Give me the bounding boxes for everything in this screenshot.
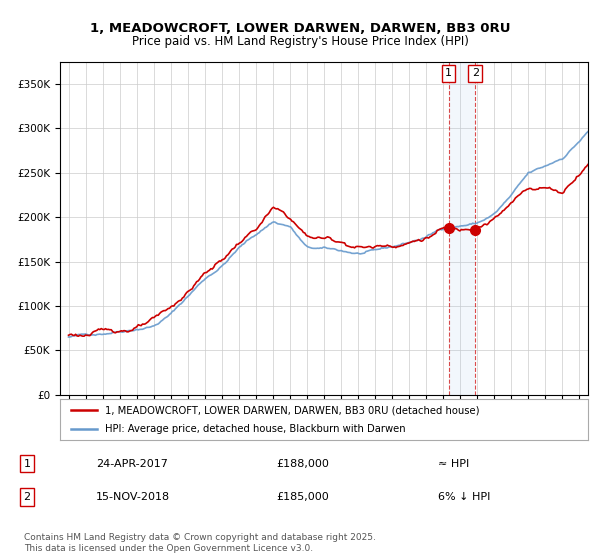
Text: 15-NOV-2018: 15-NOV-2018 [96, 492, 170, 502]
Text: 1: 1 [445, 68, 452, 78]
Text: ≈ HPI: ≈ HPI [438, 459, 469, 469]
Text: 2: 2 [472, 68, 479, 78]
Text: HPI: Average price, detached house, Blackburn with Darwen: HPI: Average price, detached house, Blac… [105, 424, 406, 435]
Text: 24-APR-2017: 24-APR-2017 [96, 459, 168, 469]
Text: 1, MEADOWCROFT, LOWER DARWEN, DARWEN, BB3 0RU: 1, MEADOWCROFT, LOWER DARWEN, DARWEN, BB… [90, 22, 510, 35]
Text: Contains HM Land Registry data © Crown copyright and database right 2025.
This d: Contains HM Land Registry data © Crown c… [24, 533, 376, 553]
Text: 2: 2 [23, 492, 31, 502]
Text: 6% ↓ HPI: 6% ↓ HPI [438, 492, 490, 502]
Text: 1, MEADOWCROFT, LOWER DARWEN, DARWEN, BB3 0RU (detached house): 1, MEADOWCROFT, LOWER DARWEN, DARWEN, BB… [105, 405, 479, 415]
Text: Price paid vs. HM Land Registry's House Price Index (HPI): Price paid vs. HM Land Registry's House … [131, 35, 469, 48]
Text: £185,000: £185,000 [276, 492, 329, 502]
Text: 1: 1 [23, 459, 31, 469]
Text: £188,000: £188,000 [276, 459, 329, 469]
Bar [449, 62, 475, 395]
